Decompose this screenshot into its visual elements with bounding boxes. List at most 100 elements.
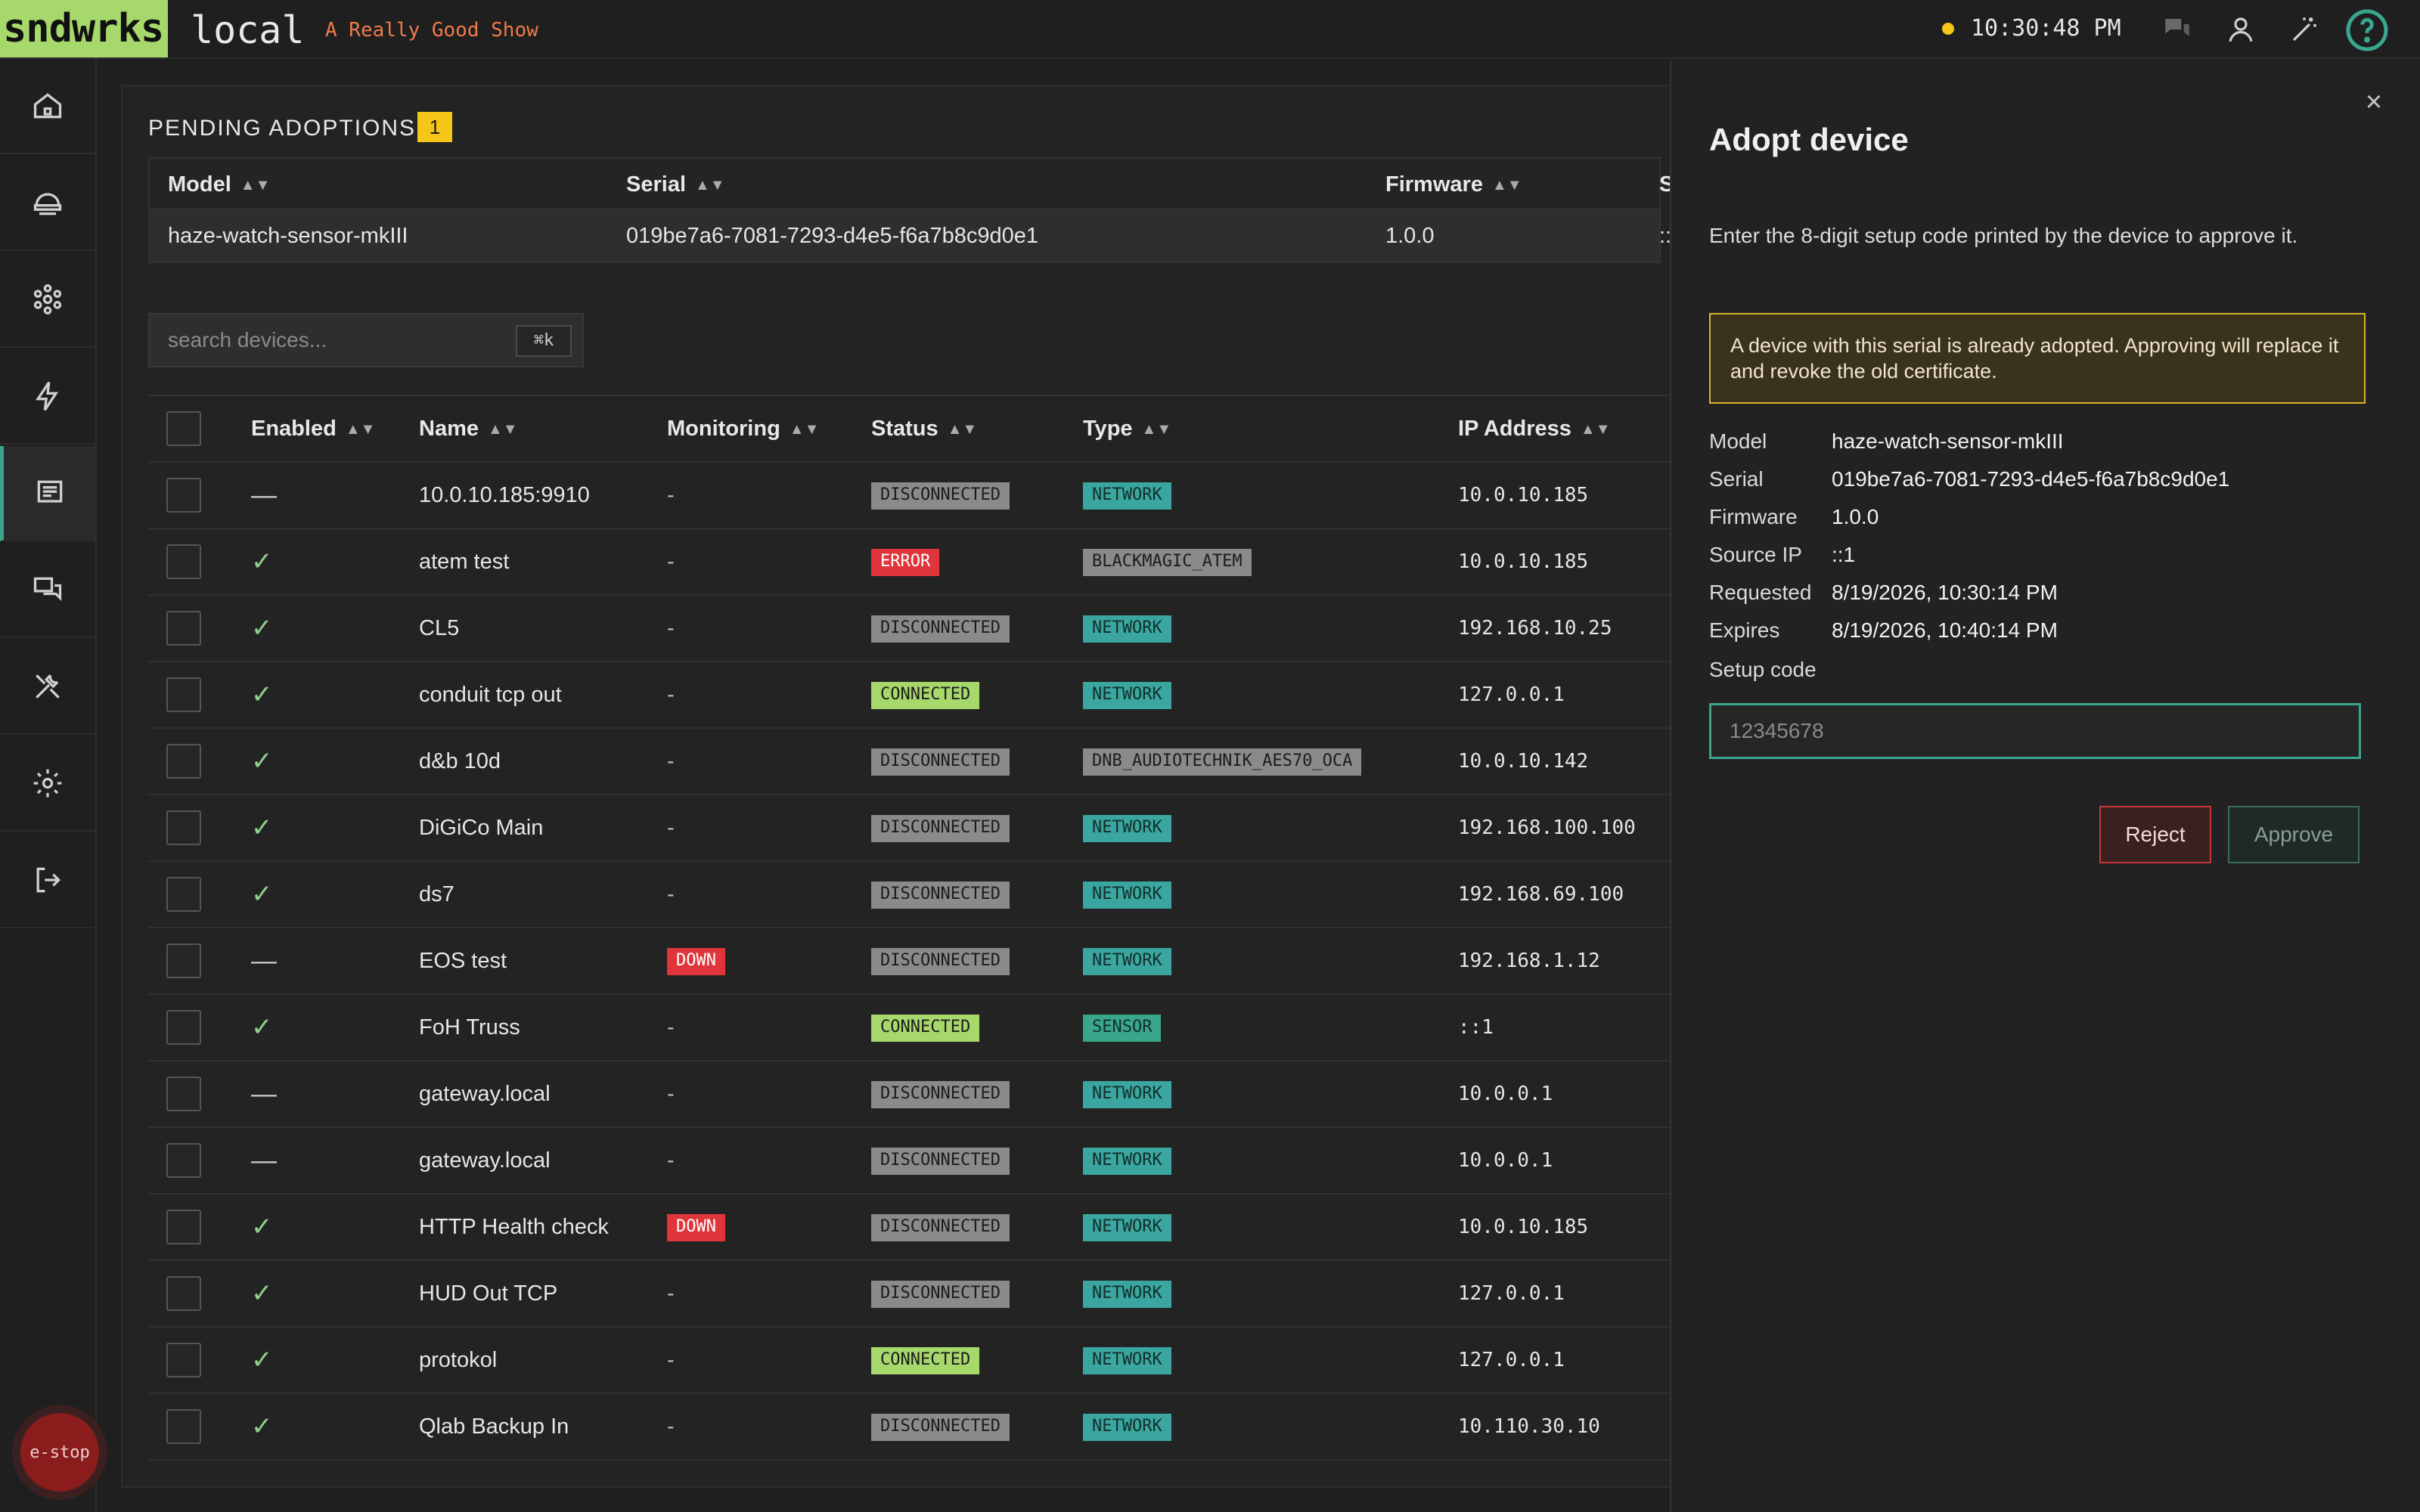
row-checkbox[interactable] [166, 1343, 201, 1377]
table-row[interactable]: — gateway.local - DISCONNECTED NETWORK 10.0.0… [148, 1061, 1703, 1128]
nav-home[interactable] [0, 59, 95, 154]
monitoring-value: - [667, 616, 675, 640]
enabled-indicator[interactable]: ✓ [251, 1213, 273, 1241]
col-name[interactable]: Name ▲▼ [419, 396, 518, 461]
table-row[interactable]: ✓ DiGiCo Main - DISCONNECTED NETWORK 192.168.… [148, 795, 1703, 862]
table-row[interactable]: ✓ protokol - CONNECTED NETWORK 127.0.0.1 [148, 1328, 1703, 1394]
sort-icon: ▲▼ [488, 421, 518, 438]
field-label-serial: Serial [1709, 467, 1764, 491]
nav-power[interactable] [0, 349, 95, 445]
enabled-indicator[interactable]: — [251, 481, 277, 510]
enabled-indicator[interactable]: ✓ [251, 547, 273, 576]
reject-button[interactable]: Reject [2099, 806, 2211, 863]
col-status[interactable]: Status ▲▼ [871, 396, 977, 461]
pending-table-header: Model ▲▼ Serial ▲▼ Firmware ▲▼ S [150, 159, 1674, 210]
enabled-indicator[interactable]: ✓ [251, 1412, 273, 1441]
status-badge: DISCONNECTED [871, 815, 1010, 843]
col-ip[interactable]: IP Address ▲▼ [1458, 396, 1611, 461]
logout-icon [36, 867, 61, 893]
enabled-indicator[interactable]: — [251, 947, 277, 975]
enabled-indicator[interactable]: ✓ [251, 1346, 273, 1374]
magic-wand-icon[interactable] [2287, 12, 2322, 47]
table-row[interactable]: ✓ HUD Out TCP - DISCONNECTED NETWORK 127.0.0.… [148, 1261, 1703, 1328]
row-checkbox[interactable] [166, 1010, 201, 1045]
pending-col-firmware[interactable]: Firmware ▲▼ [1385, 159, 1522, 210]
enabled-indicator[interactable]: ✓ [251, 1013, 273, 1042]
row-checkbox[interactable] [166, 1409, 201, 1444]
col-monitoring[interactable]: Monitoring ▲▼ [667, 396, 819, 461]
row-checkbox[interactable] [166, 677, 201, 712]
row-checkbox[interactable] [166, 810, 201, 845]
row-checkbox[interactable] [166, 1143, 201, 1178]
col-enabled[interactable]: Enabled ▲▼ [251, 396, 375, 461]
app-logo[interactable]: sndwrks [0, 0, 168, 57]
monitoring-value: - [667, 550, 675, 574]
sort-icon: ▲▼ [1141, 421, 1172, 438]
estop-button[interactable]: e-stop [12, 1405, 107, 1500]
table-row[interactable]: — gateway.local - DISCONNECTED NETWORK 10.0.0… [148, 1128, 1703, 1194]
nav-nodes[interactable] [0, 253, 95, 348]
field-value-serial: 019be7a6-7081-7293-d4e5-f6a7b8c9d0e1 [1832, 467, 2230, 491]
pending-source: :: [1659, 224, 1672, 248]
table-row[interactable]: ✓ atem test - ERROR BLACKMAGIC_ATEM 10.0.10.1… [148, 529, 1703, 596]
row-checkbox[interactable] [166, 877, 201, 912]
enabled-indicator[interactable]: ✓ [251, 680, 273, 709]
enabled-indicator[interactable]: — [251, 1080, 277, 1108]
nav-devices[interactable] [0, 446, 95, 541]
nav-settings[interactable] [0, 736, 95, 832]
row-checkbox[interactable] [166, 744, 201, 779]
row-checkbox[interactable] [166, 611, 201, 646]
row-checkbox[interactable] [166, 1210, 201, 1244]
nav-messages[interactable] [0, 543, 95, 638]
col-type[interactable]: Type ▲▼ [1083, 396, 1171, 461]
enabled-indicator[interactable]: ✓ [251, 614, 273, 643]
device-name: FoH Truss [419, 1015, 520, 1040]
table-row[interactable]: — EOS test DOWN DISCONNECTED NETWORK 192.168.… [148, 928, 1703, 995]
help-icon[interactable] [2344, 8, 2390, 53]
row-checkbox[interactable] [166, 1077, 201, 1111]
enabled-indicator[interactable]: ✓ [251, 747, 273, 776]
site-name: local [191, 8, 305, 52]
row-checkbox[interactable] [166, 478, 201, 513]
chat-icon[interactable] [2160, 12, 2195, 47]
table-row[interactable]: ✓ FoH Truss - CONNECTED SENSOR::1 [148, 995, 1703, 1061]
row-checkbox[interactable] [166, 943, 201, 978]
monitoring-value: - [667, 1348, 675, 1372]
sort-icon: ▲▼ [345, 421, 376, 438]
monitoring-badge: DOWN [667, 1214, 725, 1242]
status-badge: DISCONNECTED [871, 482, 1010, 510]
enabled-indicator[interactable]: — [251, 1146, 277, 1175]
settings-icon [33, 769, 62, 798]
table-row[interactable]: ✓ d&b 10d - DISCONNECTED DNB_AUDIOTECHNIK_AE… [148, 729, 1703, 795]
status-badge: DISCONNECTED [871, 615, 1010, 643]
setup-code-input[interactable] [1709, 703, 2361, 759]
field-value-firmware: 1.0.0 [1832, 505, 1879, 528]
table-row[interactable]: ✓ ds7 - DISCONNECTED NETWORK 192.168.69.100 [148, 862, 1703, 928]
select-all-checkbox[interactable] [166, 411, 201, 446]
pending-adoptions-table: Model ▲▼ Serial ▲▼ Firmware ▲▼ S haze-watch… [148, 157, 1674, 263]
row-checkbox[interactable] [166, 1276, 201, 1311]
enabled-indicator[interactable]: ✓ [251, 1279, 273, 1308]
table-row[interactable]: ✓ HTTP Health check DOWN DISCONNECTED NETWOR… [148, 1194, 1703, 1261]
show-name: A Really Good Show [325, 19, 538, 42]
type-badge: NETWORK [1083, 1347, 1171, 1375]
ip-address: 192.168.69.100 [1458, 883, 1624, 906]
table-row[interactable]: ✓ CL5 - DISCONNECTED NETWORK 192.168.10.25 [148, 596, 1703, 662]
close-icon[interactable]: × [2365, 86, 2383, 118]
sort-icon: ▲▼ [1491, 177, 1522, 194]
nav-tools[interactable] [0, 640, 95, 735]
search-input[interactable] [150, 314, 505, 366]
pending-row[interactable]: haze-watch-sensor-mkIII 019be7a6-7081-72… [150, 210, 1671, 262]
approve-button[interactable]: Approve [2228, 806, 2360, 863]
nav-logout[interactable] [0, 833, 95, 928]
nav-network[interactable] [0, 156, 95, 251]
row-checkbox[interactable] [166, 544, 201, 579]
table-row[interactable]: ✓ Qlab Backup In - DISCONNECTED NETWORK 10.11… [148, 1394, 1703, 1461]
enabled-indicator[interactable]: ✓ [251, 813, 273, 842]
enabled-indicator[interactable]: ✓ [251, 880, 273, 909]
pending-col-model[interactable]: Model ▲▼ [168, 159, 270, 210]
pending-col-serial[interactable]: Serial ▲▼ [626, 159, 725, 210]
table-row[interactable]: ✓ conduit tcp out - CONNECTED NETWORK 127.0.0… [148, 662, 1703, 729]
table-row[interactable]: — 10.0.10.185:9910 - DISCONNECTED NETWORK 10.… [148, 463, 1703, 529]
user-icon[interactable] [2223, 12, 2258, 47]
